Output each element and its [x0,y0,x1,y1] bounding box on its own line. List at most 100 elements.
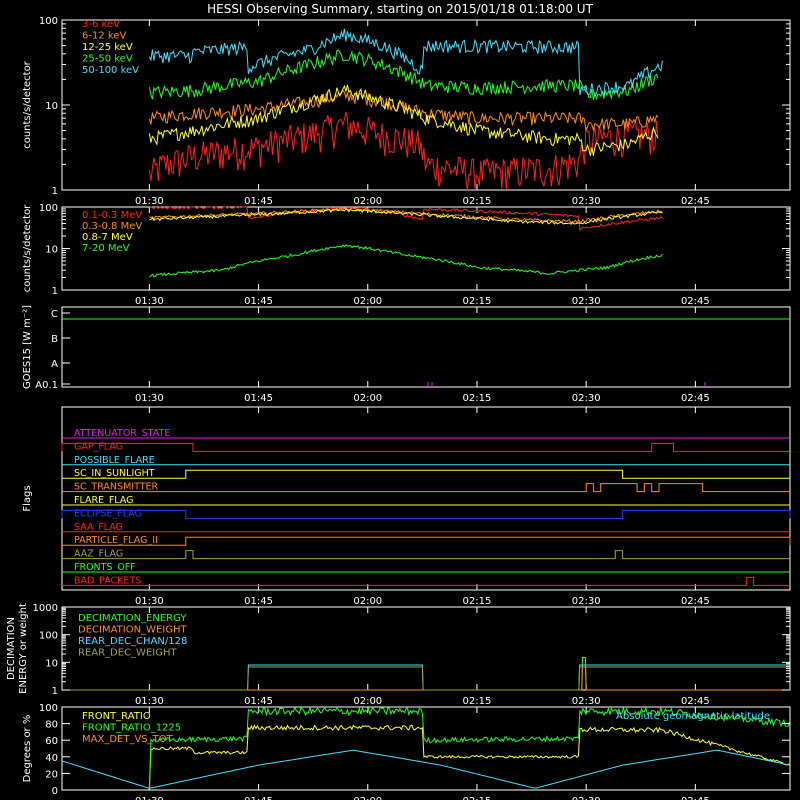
y-tick-label: 1 [52,686,58,697]
flag-trace [62,483,790,493]
time-tick-label: 01:30 [135,296,164,307]
flag-label: AAZ_FLAG [74,549,123,560]
flag-label: SC_TRANSMITTER [74,482,159,493]
time-tick-label: 02:45 [681,393,710,404]
decimation-line-3 [62,664,790,691]
flag-trace [62,536,791,546]
y-tick-label: 10 [45,658,58,669]
chart-title: HESSI Observing Summary, starting on 201… [207,2,593,16]
y-tick-label: 10 [45,101,58,112]
time-tick-label: 02:15 [463,596,492,607]
series-line-4 [149,243,663,278]
legend-entry: REAR_DEC_CHAN/128 [78,636,187,647]
series-line-1 [148,111,659,191]
time-tick-label: 02:30 [572,393,601,404]
legend-entry: MAX_DET_VS_TOT [82,734,174,745]
legend-entry: 3-6 keV [82,19,120,30]
y-tick-label: 20 [45,769,58,780]
flag-label: BAD_PACKETS [74,575,141,586]
time-tick-label: 01:45 [244,596,273,607]
latitude-annotation: Absolute geomagnetic latitude [616,711,770,722]
series-line-2 [148,89,659,132]
legend-entry: 0.3-0.8 MeV [82,221,142,232]
time-tick-label: 01:30 [135,796,164,800]
legend-entry: FRONT_RATIO [82,711,151,722]
flag-label: SC_IN_SUNLIGHT [74,468,155,479]
time-tick-label: 02:00 [353,796,382,800]
y-tick-label: 100 [39,631,58,642]
goes-level-label: B [51,334,58,345]
panel-5-ylabel-line2: ENERGY or weight [18,603,29,694]
decimation-line-1 [62,657,790,691]
goes-level-label: A0.1 [35,380,58,391]
latitude-line [61,749,789,789]
decimation-line-4 [62,666,790,691]
time-tick-label: 02:15 [463,296,492,307]
legend-entry: DECIMATION_ENERGY [78,613,187,624]
time-tick-label: 01:45 [244,196,273,207]
goes-level-label: C [51,309,58,320]
time-tick-label: 02:00 [353,596,382,607]
time-tick-label: 02:30 [572,596,601,607]
series-line-4 [148,49,659,101]
flag-label: FLARE_FLAG [74,495,134,506]
series-line-1 [148,724,791,790]
time-tick-label: 02:15 [463,696,492,707]
legend-entry: 7-20 MeV [82,243,130,254]
panel-3-ylabel: GOES15 [W m⁻²] [22,305,33,389]
time-tick-label: 01:45 [244,796,273,800]
time-tick-label: 02:30 [572,296,601,307]
panel-4-ylabel: Flags [22,485,33,511]
time-tick-label: 01:30 [135,596,164,607]
series-line-1 [149,206,663,232]
flag-trace [61,442,790,452]
y-tick-label: 1000 [33,603,58,614]
time-tick-label: 01:30 [135,196,164,207]
y-tick-label: 1 [52,286,58,297]
flag-label: ATTENUATOR_STATE [74,428,170,439]
y-tick-label: 1 [52,186,58,197]
y-tick-label: 60 [45,736,58,747]
legend-entry: 6-12 keV [82,31,126,42]
time-tick-label: 01:45 [244,696,273,707]
time-tick-label: 02:45 [681,596,710,607]
y-tick-label: 80 [45,720,58,731]
panel-3-frame [61,306,791,388]
time-tick-label: 02:45 [681,296,710,307]
time-tick-label: 02:00 [353,393,382,404]
time-tick-label: 01:30 [135,696,164,707]
legend-entry: 50-100 keV [82,65,139,76]
panel-5-ylabel-line1: DECIMATION [6,617,17,680]
panel-1-ylabel: counts/s/detector [22,60,33,148]
y-tick-label: 100 [39,203,58,214]
legend-entry: FRONT_RATIO_1225 [82,723,181,734]
flag-trace [62,469,790,479]
goes-level-label: A [51,359,58,370]
y-tick-label: 40 [45,753,58,764]
y-tick-label: 0 [52,786,58,797]
flag-trace [61,509,791,519]
legend-entry: 25-50 keV [82,54,133,65]
y-tick-label: 10 [45,245,58,256]
time-tick-label: 01:30 [135,393,164,404]
legend-entry: 12-25 keV [82,42,133,53]
time-tick-label: 02:45 [681,696,710,707]
time-tick-label: 02:15 [463,796,492,800]
panel-4-frame [61,406,791,591]
decimation-line-2 [62,664,790,691]
panel-6-frame [61,706,791,791]
time-tick-label: 02:30 [572,696,601,707]
flag-label: PARTICLE_FLAG_II [74,535,158,546]
series-line-3 [148,84,659,156]
time-tick-label: 01:45 [244,393,273,404]
y-tick-label: 100 [39,16,58,27]
y-tick-label: 100 [39,703,58,714]
flag-label: GAP_FLAG [74,441,123,452]
time-tick-label: 02:15 [463,393,492,404]
time-tick-label: 02:00 [353,196,382,207]
time-tick-label: 02:00 [353,696,382,707]
flag-label: SAA_FLAG [74,522,123,533]
time-tick-label: 02:45 [681,196,710,207]
time-tick-label: 02:30 [572,196,601,207]
